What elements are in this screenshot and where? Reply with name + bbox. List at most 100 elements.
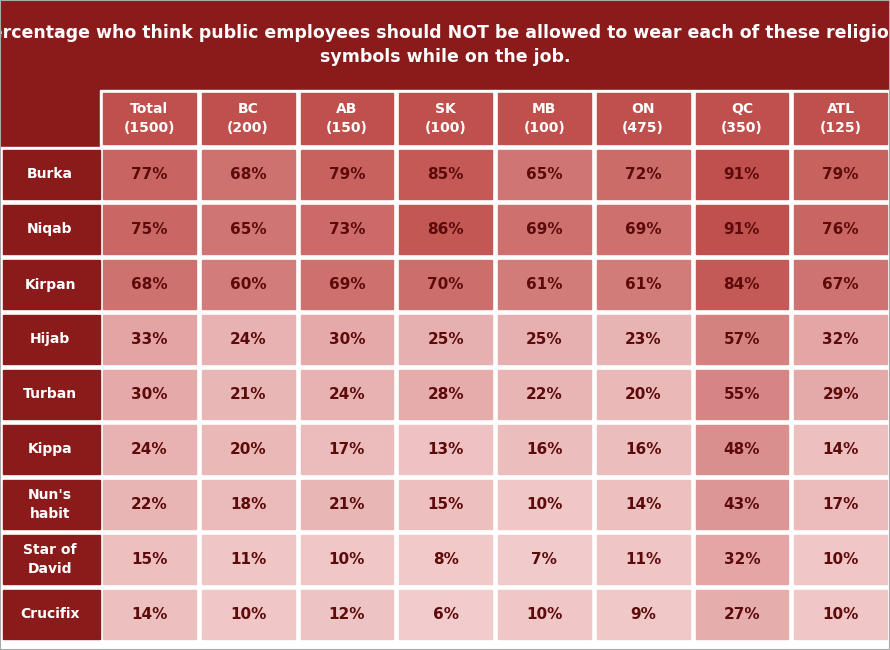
Bar	[202, 370, 295, 419]
Bar	[100, 257, 198, 312]
Text: AB
(150): AB (150)	[326, 102, 368, 135]
Bar	[597, 315, 690, 364]
Bar	[198, 587, 297, 642]
Bar	[103, 93, 196, 144]
Text: 22%: 22%	[131, 497, 167, 512]
Text: 61%: 61%	[625, 277, 661, 292]
Bar	[495, 257, 594, 312]
Bar	[3, 480, 100, 529]
Bar	[0, 0, 890, 90]
Text: 6%: 6%	[433, 607, 458, 622]
Bar	[0, 147, 100, 202]
Bar	[396, 532, 495, 587]
Bar	[498, 480, 591, 529]
Text: 15%: 15%	[427, 497, 464, 512]
Text: 69%: 69%	[328, 277, 365, 292]
Bar	[594, 367, 692, 422]
Text: 75%: 75%	[131, 222, 167, 237]
Text: 91%: 91%	[724, 222, 760, 237]
Text: Kirpan: Kirpan	[24, 278, 76, 291]
Bar	[103, 535, 196, 584]
Bar	[498, 150, 591, 199]
Bar	[791, 312, 890, 367]
Text: 17%: 17%	[822, 497, 859, 512]
Bar	[297, 367, 396, 422]
Bar	[396, 90, 495, 147]
Text: 65%: 65%	[230, 222, 266, 237]
Text: Percentage who think public employees should NOT be allowed to wear each of thes: Percentage who think public employees sh…	[0, 23, 890, 66]
Bar	[695, 205, 789, 254]
Text: 20%: 20%	[230, 442, 266, 457]
Bar	[0, 532, 100, 587]
Text: 18%: 18%	[230, 497, 266, 512]
Text: 20%: 20%	[625, 387, 661, 402]
Bar	[495, 367, 594, 422]
Bar	[498, 535, 591, 584]
Bar	[695, 93, 789, 144]
Bar	[198, 367, 297, 422]
Bar	[3, 370, 100, 419]
Text: 13%: 13%	[427, 442, 464, 457]
Bar	[100, 90, 198, 147]
Text: 8%: 8%	[433, 552, 458, 567]
Bar	[301, 315, 393, 364]
Bar	[791, 477, 890, 532]
Text: 7%: 7%	[531, 552, 557, 567]
Bar	[594, 422, 692, 477]
Bar	[794, 260, 887, 309]
Text: 76%: 76%	[822, 222, 859, 237]
Bar	[297, 532, 396, 587]
Bar	[495, 90, 594, 147]
Bar	[692, 587, 791, 642]
Text: 27%: 27%	[724, 607, 760, 622]
Bar	[791, 422, 890, 477]
Bar	[594, 477, 692, 532]
Bar	[297, 202, 396, 257]
Bar	[695, 425, 789, 474]
Bar	[495, 202, 594, 257]
Bar	[791, 202, 890, 257]
Text: 24%: 24%	[328, 387, 365, 402]
Bar	[695, 315, 789, 364]
Text: 25%: 25%	[526, 332, 562, 347]
Text: 28%: 28%	[427, 387, 464, 402]
Bar	[692, 90, 791, 147]
Bar	[301, 480, 393, 529]
Bar	[297, 90, 396, 147]
Text: 16%: 16%	[625, 442, 661, 457]
Bar	[396, 202, 495, 257]
Bar	[594, 90, 692, 147]
Bar	[695, 370, 789, 419]
Text: 29%: 29%	[822, 387, 859, 402]
Bar	[301, 150, 393, 199]
Bar	[198, 422, 297, 477]
Bar	[695, 590, 789, 639]
Bar	[3, 425, 100, 474]
Bar	[202, 590, 295, 639]
Bar	[695, 150, 789, 199]
Text: 11%: 11%	[625, 552, 661, 567]
Text: 22%: 22%	[526, 387, 562, 402]
Bar	[202, 93, 295, 144]
Bar	[400, 425, 492, 474]
Bar	[400, 260, 492, 309]
Bar	[198, 147, 297, 202]
Text: 10%: 10%	[526, 497, 562, 512]
Bar	[791, 147, 890, 202]
Bar	[794, 205, 887, 254]
Bar	[791, 532, 890, 587]
Bar	[0, 312, 100, 367]
Text: 55%: 55%	[724, 387, 760, 402]
Bar	[594, 587, 692, 642]
Bar	[400, 93, 492, 144]
Bar	[0, 422, 100, 477]
Bar	[301, 260, 393, 309]
Text: 77%: 77%	[131, 167, 167, 182]
Bar	[791, 367, 890, 422]
Bar	[791, 257, 890, 312]
Bar	[3, 590, 100, 639]
Text: 30%: 30%	[328, 332, 365, 347]
Bar	[794, 93, 887, 144]
Bar	[3, 205, 100, 254]
Bar	[498, 370, 591, 419]
